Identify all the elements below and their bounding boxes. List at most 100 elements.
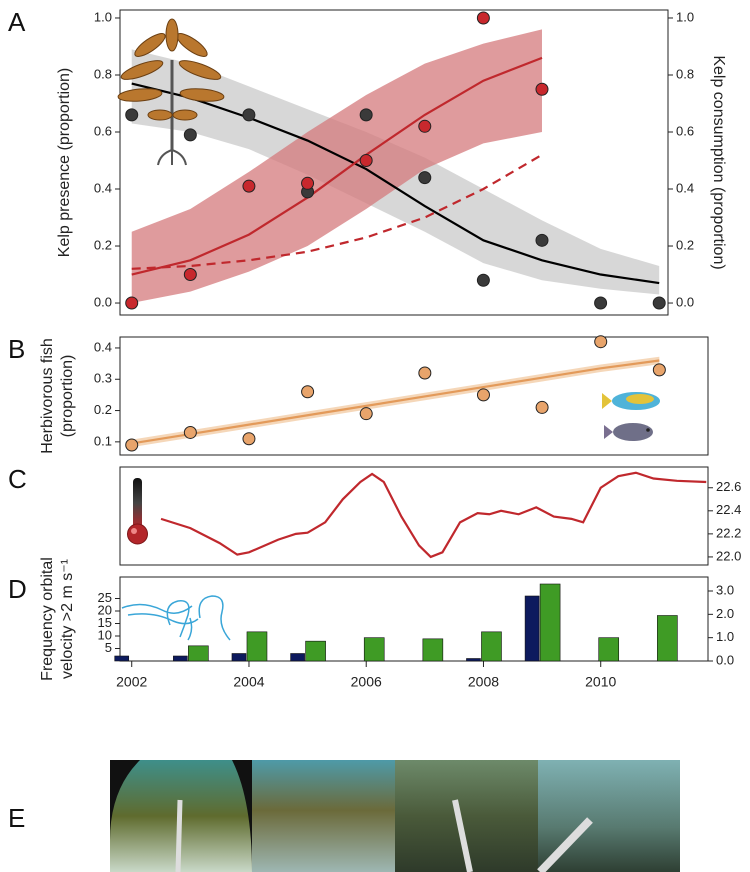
y-tick-label: 0.4 — [94, 180, 112, 195]
y2-tick-label: 0.6 — [676, 123, 694, 138]
data-point — [594, 335, 608, 349]
data-point — [125, 296, 139, 310]
data-point — [418, 366, 432, 380]
x-tick-label: 2004 — [233, 674, 264, 690]
y-tick-label: 0.3 — [94, 371, 112, 386]
bar — [114, 655, 130, 662]
data-point — [359, 108, 373, 122]
data-point — [594, 296, 608, 310]
panel-letter: A — [8, 7, 26, 37]
y-tick-label: 0.6 — [94, 123, 112, 138]
y2-tick-label: 1.0 — [676, 9, 694, 24]
data-point — [125, 438, 139, 452]
bar — [466, 658, 481, 662]
bar — [305, 640, 326, 662]
data-point — [359, 407, 373, 421]
bar — [524, 595, 540, 662]
y-axis-label: (proportion) — [59, 355, 76, 438]
y-axis-label: Frequency orbital — [39, 557, 56, 681]
data-point — [242, 108, 256, 122]
data-point — [476, 273, 490, 287]
data-point — [652, 296, 666, 310]
panel-letter: D — [8, 574, 27, 604]
fit-line — [160, 471, 707, 559]
y2-tick-label: 22.6 — [716, 479, 741, 494]
data-point — [301, 385, 315, 399]
plot-frame — [119, 576, 709, 662]
bar — [481, 631, 502, 662]
data-point — [183, 425, 197, 439]
data-point — [652, 363, 666, 377]
kelp-icon — [117, 18, 225, 166]
fit-line — [131, 82, 660, 285]
panel-letter: B — [8, 334, 25, 364]
y-tick-label: 20 — [98, 602, 112, 617]
x-tick-label: 2008 — [468, 674, 499, 690]
current-icon — [121, 595, 231, 641]
y2-tick-label: 0.0 — [676, 294, 694, 309]
confidence-band — [131, 29, 542, 304]
y2-tick-label: 0.4 — [676, 180, 694, 195]
plots: A 0.0 0.2 0.4 0.6 0.8 1.0 0.0 0.2 0.4 0.6 0.8 1.0 Kel… — [8, 7, 750, 690]
bar — [657, 615, 678, 662]
bar — [188, 645, 209, 662]
y-tick-label: 0.2 — [94, 402, 112, 417]
plot-frame — [119, 336, 709, 456]
data-point — [535, 400, 549, 414]
data-point — [476, 11, 490, 25]
fit-line — [131, 153, 543, 270]
bar — [539, 583, 561, 662]
y2-tick-label: 0.0 — [716, 652, 734, 667]
y-axis-label: velocity >2 m s⁻¹ — [59, 559, 76, 679]
plot-frame — [119, 466, 709, 566]
data-point — [301, 176, 315, 190]
data-point — [183, 128, 197, 142]
y-tick-label: 1.0 — [94, 9, 112, 24]
y2-tick-label: 1.0 — [716, 629, 734, 644]
fit-line — [131, 359, 660, 445]
data-point — [535, 82, 549, 96]
fish-icon — [602, 392, 660, 441]
data-point — [418, 171, 432, 185]
y2-tick-label: 0.2 — [676, 237, 694, 252]
y-axis-label: Kelp presence (proportion) — [56, 68, 73, 257]
panel-letter: E — [8, 803, 25, 833]
y-tick-label: 15 — [98, 615, 112, 630]
y2-axis-label: Kelp consumption (proportion) — [710, 55, 727, 269]
y-tick-label: 25 — [98, 590, 112, 605]
bar — [422, 638, 444, 662]
x-tick-label: 2006 — [351, 674, 382, 690]
bar — [246, 631, 268, 662]
y2-tick-label: 0.8 — [676, 66, 694, 81]
y2-tick-label: 22.0 — [716, 548, 741, 563]
fit-line — [131, 56, 543, 276]
y-tick-label: 0.4 — [94, 339, 112, 354]
y-tick-label: 5 — [105, 640, 112, 655]
y2-tick-label: 22.2 — [716, 525, 741, 540]
y2-tick-label: 3.0 — [716, 582, 734, 597]
data-point — [183, 268, 197, 282]
plot-frame — [119, 9, 669, 316]
y2-tick-label: 2.0 — [716, 606, 734, 621]
bar — [231, 653, 247, 662]
data-point — [535, 233, 549, 247]
y-axis-label: Herbivorous fish — [39, 338, 56, 454]
panel-letter: C — [8, 464, 27, 494]
x-tick-label: 2010 — [585, 674, 616, 690]
y-tick-label: 0.0 — [94, 294, 112, 309]
x-tick-label: 2002 — [116, 674, 147, 690]
data-point — [476, 388, 490, 402]
bar — [290, 653, 305, 662]
data-point — [242, 432, 256, 446]
y-tick-label: 0.8 — [94, 66, 112, 81]
bar — [598, 637, 620, 662]
photo-strip — [110, 760, 680, 872]
thermometer-icon — [127, 478, 148, 545]
data-point — [125, 108, 139, 122]
bar — [363, 637, 385, 662]
bar — [173, 655, 188, 662]
y-tick-label: 0.2 — [94, 237, 112, 252]
y2-tick-label: 22.4 — [716, 502, 741, 517]
y-tick-label: 0.1 — [94, 433, 112, 448]
